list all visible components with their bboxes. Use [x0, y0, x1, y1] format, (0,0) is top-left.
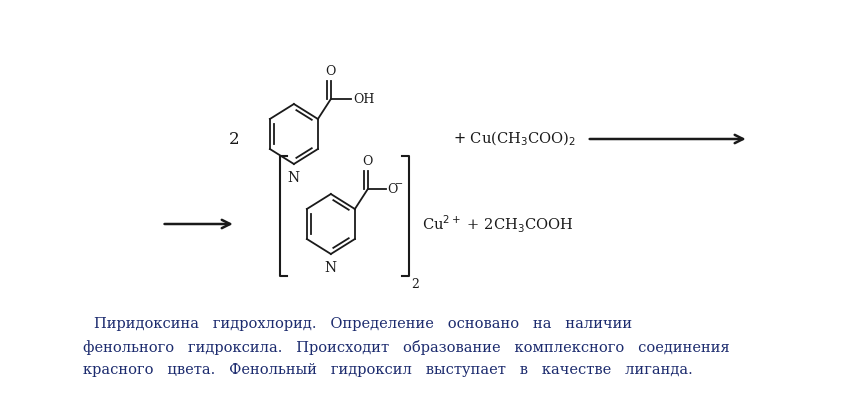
Text: O: O [387, 183, 397, 196]
Text: Пиридоксина   гидрохлорид.   Определение   основано   на   наличии: Пиридоксина гидрохлорид. Определение осн… [94, 317, 632, 331]
Text: Cu$^{2+}$ + 2CH$_3$COOH: Cu$^{2+}$ + 2CH$_3$COOH [423, 213, 573, 235]
Text: N: N [325, 261, 337, 275]
Text: красного   цвета.   Фенольный   гидроксил   выступает   в   качестве   лиганда.: красного цвета. Фенольный гидроксил выст… [83, 363, 693, 377]
Text: $+$ Cu(CH$_3$COO)$_2$: $+$ Cu(CH$_3$COO)$_2$ [453, 130, 576, 148]
Text: фенольного   гидроксила.   Происходит   образование   комплексного   соединения: фенольного гидроксила. Происходит образо… [83, 339, 730, 354]
Text: OH: OH [353, 93, 374, 106]
Text: O: O [326, 65, 336, 78]
Text: 2: 2 [411, 278, 419, 291]
Text: 2: 2 [228, 130, 239, 147]
Text: O: O [362, 155, 373, 168]
Text: N: N [288, 171, 300, 185]
Text: −: − [396, 180, 403, 189]
